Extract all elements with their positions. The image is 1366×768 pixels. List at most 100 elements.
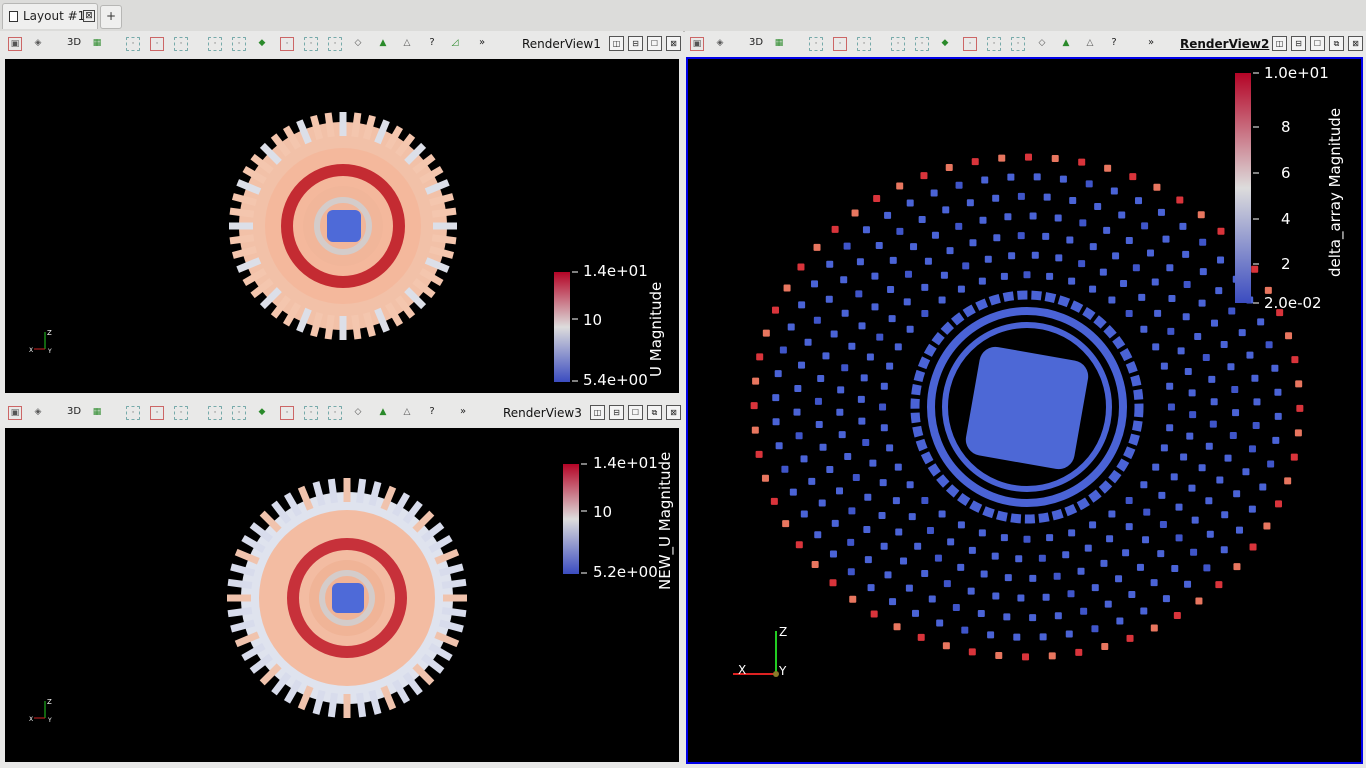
select-frustum-icon[interactable]: · — [174, 37, 188, 51]
hover-points-icon[interactable]: · — [280, 37, 294, 51]
svg-text:Y: Y — [47, 717, 52, 724]
camera-capture-icon[interactable]: ▣ — [8, 406, 22, 420]
color-bar — [554, 272, 570, 382]
tab-layout-1[interactable]: Layout #1 ⊠ — [2, 3, 98, 29]
clear-selection-icon[interactable]: △ — [403, 38, 411, 48]
toggle-3d-button[interactable]: 3D — [66, 406, 82, 417]
split-horizontal-icon[interactable]: ◫ — [1272, 36, 1287, 51]
reset-camera-icon[interactable]: ▦ — [774, 38, 784, 48]
find-data-icon[interactable]: ◿ — [451, 38, 459, 48]
reset-camera-icon[interactable]: ▦ — [92, 407, 102, 417]
split-vertical-icon[interactable]: ⊟ — [609, 405, 624, 420]
interactive-select-icon[interactable]: · — [232, 406, 246, 420]
orientation-axes: Z X Y — [29, 329, 52, 355]
split-horizontal-icon[interactable]: ◫ — [609, 36, 624, 51]
restore-icon[interactable]: ⧉ — [1329, 36, 1344, 51]
legend-tick-8: 8 — [1281, 118, 1291, 136]
interactive-select-icon[interactable]: · — [232, 37, 246, 51]
select-cells-icon[interactable]: · — [809, 37, 823, 51]
legend-max-label: 1.4e+01 — [593, 454, 658, 472]
hover-points-icon[interactable]: · — [963, 37, 977, 51]
render-view-1[interactable]: 1.4e+01 10 5.4e+00 U Magnitude Z X Y — [5, 59, 679, 393]
edit-selection-icon[interactable]: ▲ — [1062, 38, 1070, 48]
query-icon[interactable]: ? — [429, 37, 435, 48]
select-points-icon[interactable]: · — [150, 406, 164, 420]
legend-min-label: 5.4e+00 — [583, 371, 648, 389]
query-icon[interactable]: ? — [1111, 37, 1117, 48]
select-polygon-icon[interactable]: ◆ — [941, 38, 949, 48]
view3-name[interactable]: RenderView3 — [503, 406, 582, 420]
grow-selection-icon[interactable]: · — [1011, 37, 1025, 51]
clear-selection-icon[interactable]: △ — [1086, 38, 1094, 48]
more-tools-icon[interactable]: » — [1147, 37, 1155, 48]
render-view-2-canvas[interactable]: 1.0e+01 8 6 4 2 2.0e-02 delta_array Magn… — [686, 57, 1363, 764]
render-view-3[interactable]: 1.4e+01 10 5.2e+00 NEW_U Magnitude Z X Y — [5, 428, 679, 762]
legend-title: delta_array Magnitude — [1326, 108, 1345, 277]
reset-camera-icon[interactable]: ▦ — [92, 38, 102, 48]
hover-cells-icon[interactable]: · — [304, 406, 318, 420]
split-vertical-icon[interactable]: ⊟ — [1291, 36, 1306, 51]
select-points-icon[interactable]: · — [833, 37, 847, 51]
add-layout-button[interactable]: + — [100, 5, 122, 29]
select-polygon-icon[interactable]: ◆ — [258, 407, 266, 417]
split-horizontal-icon[interactable]: ◫ — [590, 405, 605, 420]
shrink-selection-icon[interactable]: ◇ — [354, 407, 362, 417]
hover-cells-icon[interactable]: · — [987, 37, 1001, 51]
svg-text:X: X — [29, 716, 33, 723]
legend-max-label: 1.4e+01 — [583, 262, 648, 280]
select-cells-icon[interactable]: · — [126, 37, 140, 51]
select-frustum-icon[interactable]: · — [857, 37, 871, 51]
render-view-3-canvas[interactable]: 1.4e+01 10 5.2e+00 NEW_U Magnitude Z X Y — [5, 428, 679, 762]
camera-capture-icon[interactable]: ▣ — [8, 37, 22, 51]
camera-undo-icon[interactable]: ◈ — [34, 407, 42, 417]
legend-mid-label: 10 — [583, 311, 602, 329]
camera-undo-icon[interactable]: ◈ — [716, 38, 724, 48]
shrink-selection-icon[interactable]: ◇ — [1038, 38, 1046, 48]
maximize-icon[interactable]: ☐ — [647, 36, 662, 51]
render-view-2[interactable]: 1.0e+01 8 6 4 2 2.0e-02 delta_array Magn… — [686, 57, 1363, 764]
svg-text:X: X — [738, 663, 746, 677]
maximize-icon[interactable]: ☐ — [628, 405, 643, 420]
select-block-icon[interactable]: · — [208, 37, 222, 51]
legend-tick-2: 2 — [1281, 255, 1291, 273]
render-view-1-canvas[interactable]: 1.4e+01 10 5.4e+00 U Magnitude Z X Y — [5, 59, 679, 393]
split-vertical-icon[interactable]: ⊟ — [628, 36, 643, 51]
legend-title: NEW_U Magnitude — [656, 452, 675, 590]
select-block-icon[interactable]: · — [891, 37, 905, 51]
query-icon[interactable]: ? — [429, 406, 435, 417]
svg-text:Z: Z — [47, 698, 52, 706]
shrink-selection-icon[interactable]: ◇ — [354, 38, 362, 48]
clear-selection-icon[interactable]: △ — [403, 407, 411, 417]
close-view-icon[interactable]: ⊠ — [666, 405, 681, 420]
grow-selection-icon[interactable]: · — [328, 406, 342, 420]
select-frustum-icon[interactable]: · — [174, 406, 188, 420]
close-view-icon[interactable]: ⊠ — [666, 36, 681, 51]
tab-layout-1-label: Layout #1 — [23, 9, 86, 23]
tab-close-icon[interactable]: ⊠ — [83, 10, 95, 22]
edit-selection-icon[interactable]: ▲ — [379, 407, 387, 417]
toggle-3d-button[interactable]: 3D — [748, 37, 764, 48]
orientation-axes: Z X Y — [733, 625, 787, 678]
restore-icon[interactable]: ⧉ — [647, 405, 662, 420]
interactive-select-icon[interactable]: · — [915, 37, 929, 51]
hover-cells-icon[interactable]: · — [304, 37, 318, 51]
view2-name[interactable]: RenderView2 — [1180, 37, 1270, 51]
select-cells-icon[interactable]: · — [126, 406, 140, 420]
grow-selection-icon[interactable]: · — [328, 37, 342, 51]
more-tools-icon[interactable]: » — [478, 37, 486, 48]
select-polygon-icon[interactable]: ◆ — [258, 38, 266, 48]
camera-capture-icon[interactable]: ▣ — [690, 37, 704, 51]
camera-undo-icon[interactable]: ◈ — [34, 38, 42, 48]
svg-text:Y: Y — [778, 664, 787, 678]
color-bar — [1235, 73, 1251, 303]
edit-selection-icon[interactable]: ▲ — [379, 38, 387, 48]
svg-text:Z: Z — [47, 329, 52, 337]
close-view-icon[interactable]: ⊠ — [1348, 36, 1363, 51]
toggle-3d-button[interactable]: 3D — [66, 37, 82, 48]
hover-points-icon[interactable]: · — [280, 406, 294, 420]
select-block-icon[interactable]: · — [208, 406, 222, 420]
maximize-icon[interactable]: ☐ — [1310, 36, 1325, 51]
view1-name[interactable]: RenderView1 — [522, 37, 601, 51]
more-tools-icon[interactable]: » — [459, 406, 467, 417]
select-points-icon[interactable]: · — [150, 37, 164, 51]
